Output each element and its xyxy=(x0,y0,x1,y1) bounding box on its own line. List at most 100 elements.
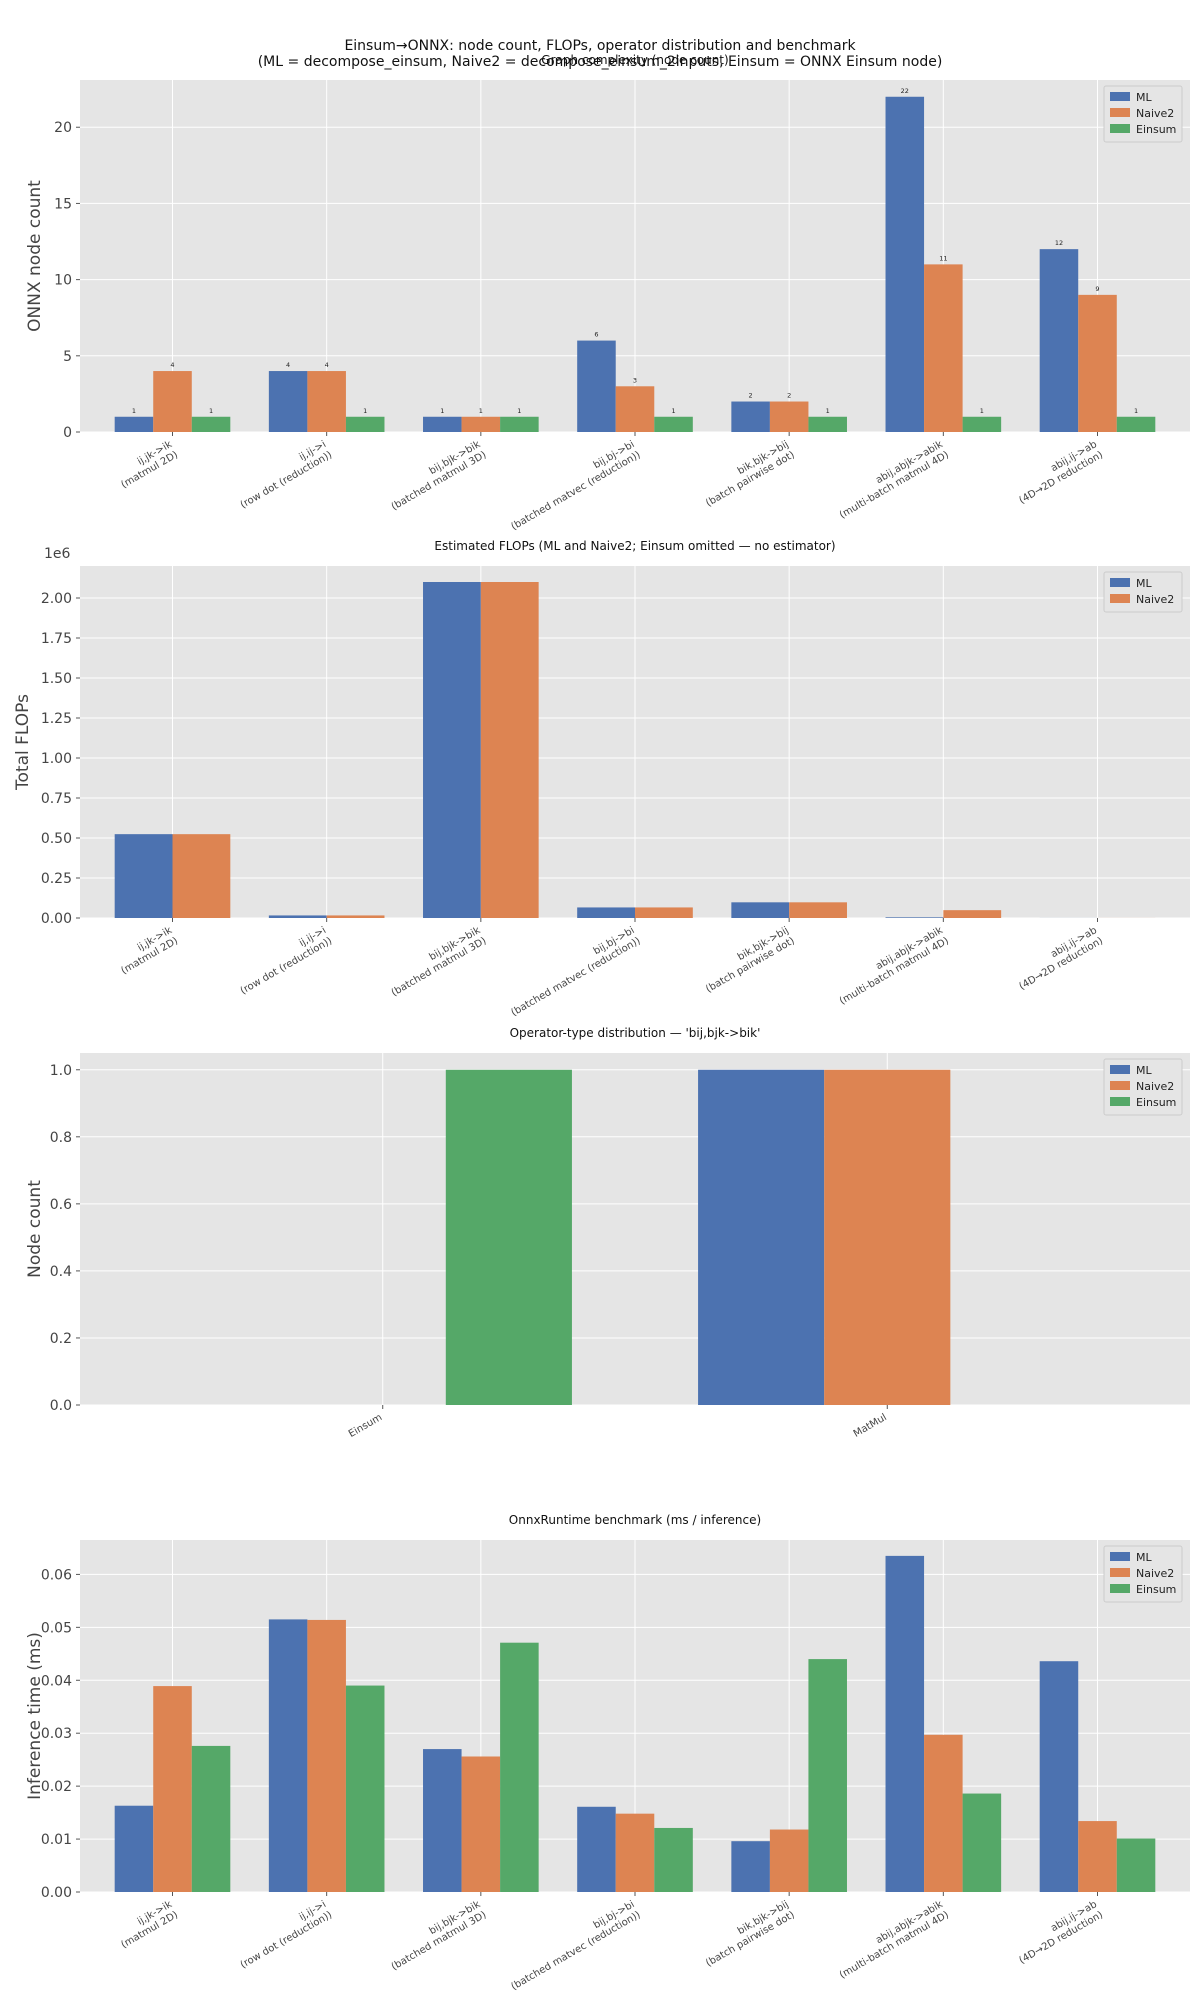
bar-ml xyxy=(423,582,481,918)
bar-naive2 xyxy=(924,1735,963,1892)
y-axis-label: Inference time (ms) xyxy=(25,1632,45,1800)
y-tick-label: 0.05 xyxy=(41,1620,72,1636)
bar-ml xyxy=(731,1841,770,1892)
x-tick-label: ij,jk->ik(matmul 2D) xyxy=(113,1899,180,1951)
y-tick-label: 10 xyxy=(54,273,72,289)
y-tick-label: 0.25 xyxy=(41,871,72,887)
legend-swatch-naive2 xyxy=(1110,1568,1130,1577)
bar-value-label: 1 xyxy=(132,407,136,415)
bar-einsum xyxy=(346,1686,385,1892)
x-tick-label: abij,ij->ab(4D→2D reduction) xyxy=(1011,1899,1105,1966)
bar-naive2 xyxy=(616,1814,655,1892)
legend-label: ML xyxy=(1136,91,1152,104)
bar-ml xyxy=(577,907,635,918)
figure-title-line1: Einsum→ONNX: node count, FLOPs, operator… xyxy=(0,38,1200,54)
y-tick-label: 2.00 xyxy=(41,591,72,607)
y-tick-label: 0.03 xyxy=(41,1726,72,1742)
y-axis-label: ONNX node count xyxy=(25,180,45,332)
legend-swatch-einsum xyxy=(1110,124,1130,133)
x-tick-label: abij,ij->ab(4D→2D reduction) xyxy=(1011,439,1105,506)
y-tick-label: 0.04 xyxy=(41,1673,72,1689)
legend-label: Einsum xyxy=(1136,123,1176,136)
chart-title: Operator-type distribution — 'bij,bjk->b… xyxy=(510,1026,761,1040)
chart-title: OnnxRuntime benchmark (ms / inference) xyxy=(509,1513,761,1527)
bar-value-label: 2 xyxy=(749,392,753,400)
bar-value-label: 4 xyxy=(170,361,174,369)
bar-naive2 xyxy=(924,264,963,432)
bar-einsum xyxy=(963,1794,1002,1892)
bar-naive2 xyxy=(635,907,693,918)
legend-label: ML xyxy=(1136,1064,1152,1077)
bar-value-label: 6 xyxy=(594,331,598,339)
bar-ml xyxy=(115,417,154,432)
y-tick-label: 0.2 xyxy=(50,1331,72,1347)
bar-einsum xyxy=(192,1746,231,1892)
bar-ml xyxy=(886,97,925,432)
x-tick-label: bik,bjk->bij(batch pairwise dot) xyxy=(698,1899,797,1969)
y-tick-label: 0.01 xyxy=(41,1832,72,1848)
x-tick-label: ij,jk->ik(matmul 2D) xyxy=(113,925,180,977)
y-tick-label: 0.0 xyxy=(50,1398,72,1414)
bar-ml xyxy=(269,371,308,432)
bar-value-label: 1 xyxy=(479,407,483,415)
y-tick-label: 1.50 xyxy=(41,671,72,687)
bar-ml xyxy=(731,902,789,918)
legend-swatch-einsum xyxy=(1110,1584,1130,1593)
bar-ml xyxy=(698,1070,824,1405)
x-tick-label: abij,ij->ab(4D→2D reduction) xyxy=(1011,925,1105,992)
bar-einsum xyxy=(500,417,539,432)
bar-einsum xyxy=(346,417,385,432)
y-tick-label: 0.6 xyxy=(50,1197,72,1213)
bar-ml xyxy=(115,834,173,918)
y-tick-label: 20 xyxy=(54,120,72,136)
bar-value-label: 9 xyxy=(1095,285,1099,293)
y-tick-label: 0.8 xyxy=(50,1130,72,1146)
bar-einsum xyxy=(192,417,231,432)
legend-swatch-naive2 xyxy=(1110,1081,1130,1090)
y-tick-label: 0.00 xyxy=(41,911,72,927)
x-tick-label: bik,bjk->bij(batch pairwise dot) xyxy=(698,439,797,509)
y-axis-label: Node count xyxy=(25,1180,45,1278)
x-tick-label: ij,ij->i(row dot (reduction)) xyxy=(233,439,335,511)
bar-ml xyxy=(269,915,327,918)
legend-label: Einsum xyxy=(1136,1583,1176,1596)
y-axis-label: Total FLOPs xyxy=(13,694,33,791)
chart-4: 0.000.010.020.030.040.050.06ij,jk->ik(ma… xyxy=(25,1513,1190,1993)
legend-label: Naive2 xyxy=(1136,1080,1174,1093)
bar-value-label: 12 xyxy=(1055,239,1063,247)
bar-ml xyxy=(1040,1661,1079,1892)
y-tick-label: 1.00 xyxy=(41,751,72,767)
legend-swatch-einsum xyxy=(1110,1097,1130,1106)
y-tick-label: 1.75 xyxy=(41,631,72,647)
bar-value-label: 1 xyxy=(671,407,675,415)
bar-value-label: 1 xyxy=(980,407,984,415)
bar-einsum xyxy=(808,417,847,432)
x-tick-label: ij,ij->i(row dot (reduction)) xyxy=(233,925,335,997)
y-scale-label: 1e6 xyxy=(44,546,71,562)
x-tick-label: bij,bjk->bik(batched matmul 3D) xyxy=(384,925,489,999)
x-tick-label: abij,abjk->abik(multi-batch matmul 4D) xyxy=(832,925,951,1007)
x-tick-label: bij,bj->bi(batched matvec (reduction)) xyxy=(503,925,642,1019)
x-tick-label: ij,ij->i(row dot (reduction)) xyxy=(233,1899,335,1971)
bar-naive2 xyxy=(307,1620,346,1892)
bar-naive2 xyxy=(173,834,231,918)
y-tick-label: 1.25 xyxy=(41,711,72,727)
bar-value-label: 1 xyxy=(826,407,830,415)
bar-einsum xyxy=(654,417,693,432)
bar-ml xyxy=(423,1749,462,1892)
bar-ml xyxy=(577,341,616,432)
bar-value-label: 1 xyxy=(440,407,444,415)
bar-naive2 xyxy=(1078,295,1117,432)
bar-ml xyxy=(886,1556,925,1892)
bar-naive2 xyxy=(153,371,192,432)
bar-ml xyxy=(577,1807,616,1892)
x-tick-label: Einsum xyxy=(347,1412,384,1440)
x-tick-label: bij,bj->bi(batched matvec (reduction)) xyxy=(503,439,642,533)
bar-naive2 xyxy=(327,915,385,918)
y-tick-label: 0.4 xyxy=(50,1264,72,1280)
